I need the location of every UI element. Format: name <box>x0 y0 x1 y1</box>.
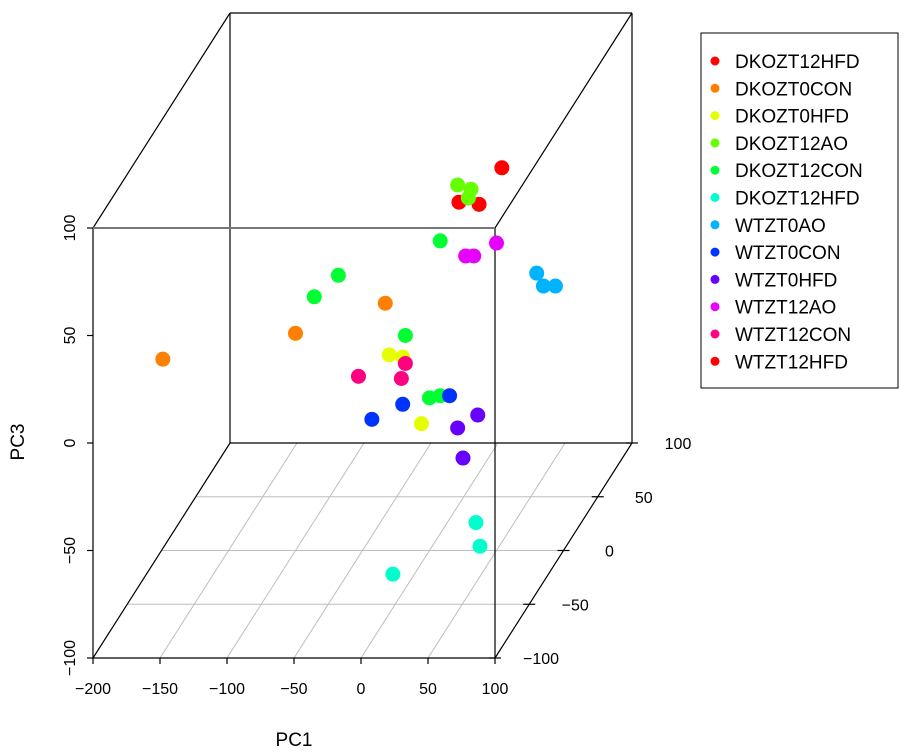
data-point-dkozt12con <box>306 289 322 305</box>
legend-marker <box>710 247 720 257</box>
data-point-dkozt12hfd <box>468 515 484 531</box>
legend-label: WTZT12AO <box>735 298 836 319</box>
pc1-tick-label: 50 <box>419 681 437 698</box>
data-point-dkozt12ao <box>460 190 476 206</box>
pc1-tick-label: −150 <box>142 681 178 698</box>
pc3-tick-label: 50 <box>62 327 79 345</box>
data-point-dkozt0con <box>155 351 171 367</box>
legend-label: DKOZT0HFD <box>735 107 849 128</box>
pc1-tick-label: 0 <box>357 681 366 698</box>
legend-marker <box>710 56 720 66</box>
legend: DKOZT12HFD DKOZT0CON DKOZT0HFD DKOZT12AO DKO… <box>700 32 899 389</box>
pc3-tick-label: 0 <box>62 438 79 447</box>
box-edge <box>494 12 633 229</box>
legend-box <box>700 32 899 389</box>
axis-ticks: −200 −150 −100 −50 0 50 100 −100 −50 0 50 100 −100 −5… <box>62 215 691 698</box>
box-edge <box>92 12 231 229</box>
data-point-dkozt0con <box>377 295 393 311</box>
pc1-tick-label: −50 <box>280 681 307 698</box>
data-point-wtzt0con <box>442 388 458 404</box>
data-point-dkozt12hfd <box>385 566 401 582</box>
box-edge <box>92 442 231 659</box>
legend-label: WTZT0HFD <box>735 270 837 291</box>
data-point-wtzt12ao <box>489 235 504 251</box>
legend-marker <box>710 329 720 339</box>
pc2-tick-label: −50 <box>562 597 589 614</box>
data-point-wtzt0ao <box>529 265 545 281</box>
legend-marker <box>710 274 720 284</box>
pc3-tick-label: −50 <box>62 537 79 564</box>
data-point-dkozt12hfd <box>472 538 488 554</box>
legend-label: DKOZT0CON <box>735 79 852 100</box>
legend-label: WTZT12CON <box>735 325 851 346</box>
pc2-tick-label: 50 <box>635 490 653 507</box>
legend-marker <box>710 220 720 230</box>
data-point-wtzt12con <box>393 371 409 386</box>
data-point-dkozt0con <box>288 325 303 341</box>
data-point-wtzt0hfd <box>470 407 486 423</box>
legend-label: WTZT0AO <box>735 216 826 237</box>
pc3-tick-label: −100 <box>62 640 79 676</box>
data-point-dkozt12hfd <box>494 160 510 176</box>
data-points <box>155 160 563 582</box>
data-point-wtzt0hfd <box>450 420 466 436</box>
pc2-tick-label: 100 <box>665 436 692 453</box>
data-point-dkozt12con <box>330 267 346 283</box>
plot-box <box>92 12 633 659</box>
legend-marker <box>710 193 720 202</box>
legend-marker <box>710 111 720 121</box>
data-point-wtzt12con <box>397 355 413 371</box>
pc1-tick-label: 100 <box>482 681 509 698</box>
legend-label: DKOZT12AO <box>735 134 848 155</box>
legend-label: WTZT12HFD <box>735 352 848 373</box>
data-point-wtzt0con <box>364 411 380 427</box>
legend-label: DKOZT12HFD <box>735 189 860 210</box>
legend-label: DKOZT12CON <box>735 161 863 182</box>
pc1-tick-label: −200 <box>75 681 111 698</box>
data-point-dkozt12con <box>397 328 413 343</box>
data-point-dkozt0hfd <box>413 416 429 432</box>
pc2-tick-label: −100 <box>523 651 559 668</box>
pc2-tick-label: 0 <box>605 544 614 561</box>
data-point-wtzt0con <box>395 396 411 412</box>
legend-marker <box>710 83 720 93</box>
legend-marker <box>710 356 720 366</box>
data-point-wtzt0ao <box>547 278 563 294</box>
legend-marker <box>710 302 720 312</box>
data-point-wtzt12ao <box>466 248 482 264</box>
x-axis-title: PC1 <box>276 730 313 751</box>
z-axis-title: PC3 <box>8 424 29 461</box>
data-point-dkozt12con <box>432 233 448 249</box>
data-point-wtzt0ao <box>535 278 551 294</box>
pc3-tick-label: 100 <box>62 215 79 242</box>
floor-grid <box>127 442 598 659</box>
pc1-tick-label: −100 <box>209 681 245 698</box>
data-point-dkozt0hfd <box>381 347 397 363</box>
data-point-dkozt12ao <box>450 177 466 193</box>
data-point-wtzt0hfd <box>455 450 471 466</box>
legend-marker <box>710 165 720 175</box>
legend-label: DKOZT12HFD <box>735 52 860 73</box>
legend-label: WTZT0CON <box>735 243 841 264</box>
data-point-wtzt12con <box>350 368 366 384</box>
legend-marker <box>710 138 720 148</box>
